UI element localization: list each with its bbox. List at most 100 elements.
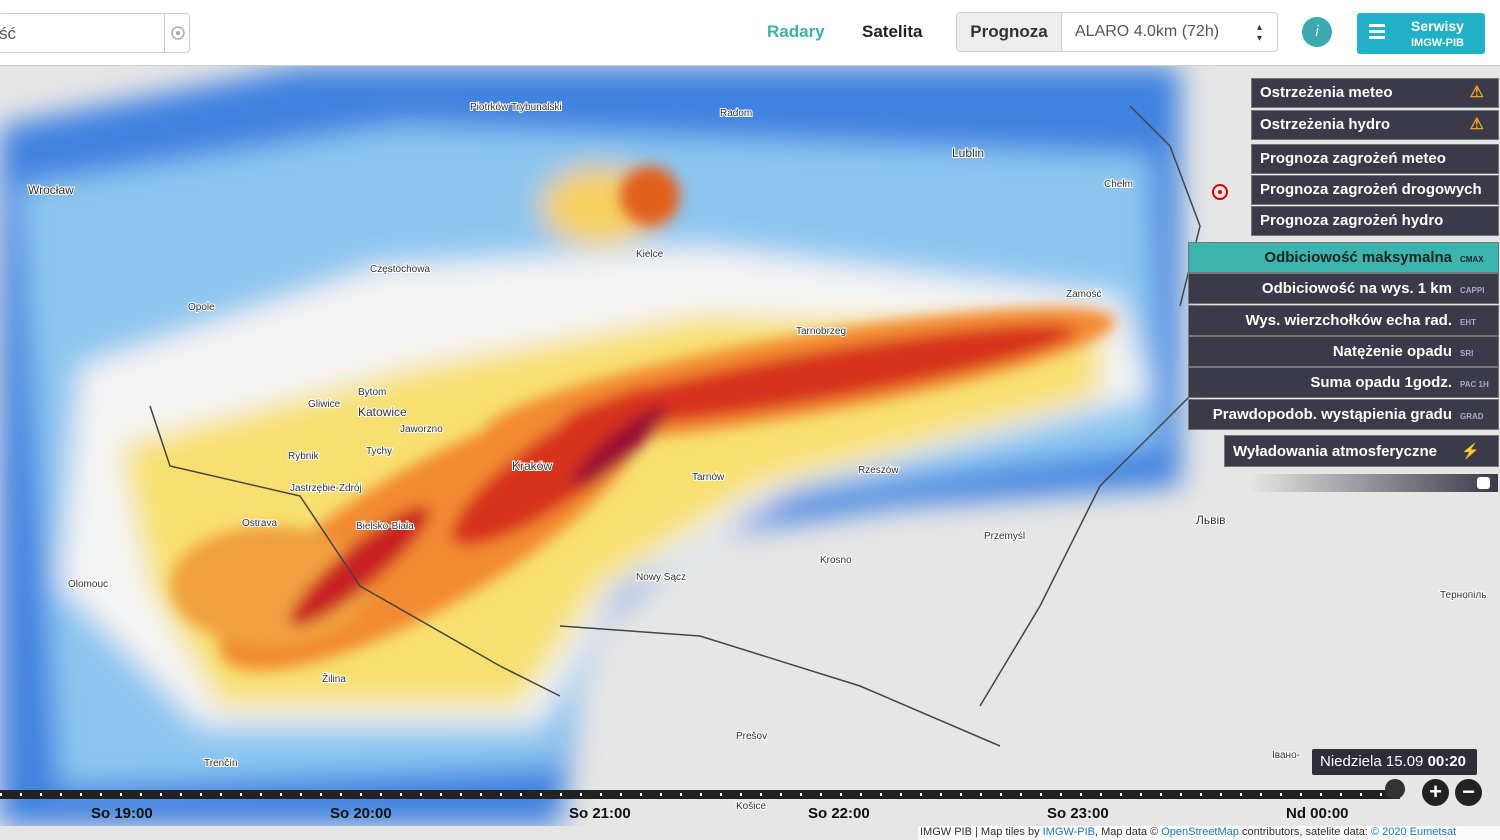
map-label: Chełm	[1104, 179, 1133, 190]
layer-code: CMAX	[1460, 255, 1484, 264]
timeline-label[interactable]: So 19:00	[91, 805, 153, 822]
layer-item[interactable]: Suma opadu 1godz. PAC 1H	[1188, 367, 1499, 399]
map-label: Jastrzębie-Zdrój	[290, 483, 362, 494]
timeline-label[interactable]: So 20:00	[330, 805, 392, 822]
attr-text: , Map data ©	[1095, 826, 1159, 838]
layer-name: Odbiciowość maksymalna	[1264, 249, 1452, 266]
map-label: Rybnik	[288, 451, 320, 462]
warning-menu-item[interactable]: Prognoza zagrożeń meteo	[1251, 144, 1499, 174]
layer-code: PAC 1H	[1460, 380, 1489, 390]
services-subtitle: IMGW-PIB	[1411, 37, 1464, 49]
warning-menu-label: Prognoza zagrożeń drogowych	[1260, 181, 1482, 198]
map-label: Częstochowa	[370, 264, 430, 275]
layer-item[interactable]: Prawdopodob. wystąpienia gradu GRAD	[1188, 398, 1499, 430]
map-label: Zamość	[1066, 289, 1102, 300]
layer-code: CAPPI	[1460, 286, 1485, 296]
current-time-box: Niedziela 15.09 00:20	[1312, 749, 1477, 775]
map-label: Nowy Sącz	[636, 572, 686, 583]
layer-item[interactable]: Odbiciowość na wys. 1 km CAPPI	[1188, 273, 1499, 305]
model-select[interactable]: ALARO 4.0km (72h)	[1075, 23, 1220, 40]
map-label: Bielsko-Biała	[356, 521, 414, 532]
warning-menu-label: Ostrzeżenia meteo	[1260, 84, 1393, 101]
layer-code: GRAD	[1460, 411, 1484, 421]
map-label: Žilina	[322, 672, 346, 685]
map-label: Jaworzno	[400, 424, 443, 435]
map-label: Piotrków Trybunalski	[470, 102, 562, 113]
opacity-slider[interactable]	[1250, 474, 1498, 492]
map-label: Katowice	[358, 405, 407, 419]
warning-menu-item[interactable]: Ostrzeżenia meteo ⚠	[1251, 78, 1499, 108]
map-label: Bytom	[358, 387, 386, 398]
warning-icon: ⚠	[1469, 84, 1484, 101]
search-input[interactable]: ść	[0, 13, 190, 53]
warning-menu-label: Ostrzeżenia hydro	[1260, 116, 1391, 133]
timeline-knob[interactable]	[1385, 779, 1405, 799]
layer-name: Prawdopodob. wystąpienia gradu	[1212, 405, 1452, 423]
attr-link[interactable]: IMGW-PIB	[1042, 826, 1096, 838]
warning-menu-label: Prognoza zagrożeń meteo	[1260, 150, 1446, 167]
timeline-label[interactable]: So 23:00	[1047, 805, 1109, 822]
attr-text: IMGW PIB | Map tiles by	[920, 826, 1040, 838]
lightning-label: Wyładowania atmosferyczne	[1233, 443, 1437, 460]
zoom-in[interactable]: +	[1422, 779, 1449, 806]
map-label: Krosno	[820, 555, 852, 566]
layer-item[interactable]: Wys. wierzchołków echa rad. EHT	[1188, 304, 1499, 336]
timeline-label[interactable]: So 21:00	[569, 805, 631, 822]
map-label: Tarnów	[692, 472, 725, 483]
map-label: Львів	[1196, 513, 1226, 527]
map-label: Opole	[188, 302, 215, 313]
layer-name: Suma opadu 1godz.	[1310, 374, 1452, 392]
tab-satelita[interactable]: Satelita	[862, 22, 923, 41]
services-button[interactable]: Serwisy IMGW-PIB	[1357, 13, 1485, 54]
layer-item[interactable]: Natężenie opadu SRI	[1188, 335, 1499, 367]
zoom-out[interactable]: −	[1455, 779, 1482, 806]
layer-name: Wys. wierzchołków echa rad.	[1245, 311, 1452, 329]
warning-menu-item[interactable]: Ostrzeżenia hydro ⚠	[1251, 110, 1499, 140]
map-label: Olomouc	[68, 579, 108, 590]
timeline-label[interactable]: Nd 00:00	[1286, 805, 1349, 822]
forecast-group: Prognoza ALARO 4.0km (72h) ▴ ▾	[956, 12, 1278, 52]
layer-name: Odbiciowość na wys. 1 km	[1261, 280, 1452, 298]
timeline-label[interactable]: So 22:00	[808, 805, 870, 822]
warning-icon: ⚠	[1469, 116, 1484, 133]
map-label: Lublin	[952, 146, 984, 160]
warning-menu-item[interactable]: Prognoza zagrożeń drogowych	[1251, 175, 1499, 205]
map-label: Тернопіль	[1440, 590, 1486, 601]
layer-name: Natężenie opadu	[1332, 342, 1452, 360]
warning-menu-item[interactable]: Prognoza zagrożeń hydro	[1251, 206, 1499, 236]
map-label: Gliwice	[308, 399, 341, 410]
layer-item[interactable]: Odbiciowość maksymalna CMAX	[1188, 242, 1499, 273]
tab-radary[interactable]: Radary	[767, 22, 825, 41]
attribution: IMGW PIB | Map tiles by IMGW-PIB, Map da…	[918, 826, 1500, 840]
attr-link[interactable]: © 2020 Eumetsat	[1370, 826, 1457, 838]
attr-link[interactable]: OpenStreetMap	[1161, 826, 1239, 838]
map-label: Rzeszów	[858, 465, 899, 476]
map-label: Prešov	[736, 731, 767, 742]
map-label: Radom	[720, 108, 752, 119]
warning-menu-label: Prognoza zagrożeń hydro	[1260, 212, 1444, 229]
map-label: Kraków	[512, 459, 552, 473]
timeline-bar	[0, 790, 1400, 799]
lightning-icon: ⚡	[1461, 443, 1480, 460]
attr-text: contributors, satelite data:	[1241, 826, 1368, 838]
layer-code: EHT	[1460, 317, 1476, 327]
map-label: Košice	[736, 801, 766, 812]
radar-map: Wrocław Opole Częstochowa Katowice Bytom…	[0, 66, 1500, 826]
map-label: Wrocław	[28, 183, 74, 197]
select-arrow: ▴ ▾	[1257, 22, 1263, 44]
map-label: Przemyśl	[984, 531, 1025, 542]
layer-code: SRI	[1460, 348, 1474, 358]
map-label: Івано-	[1272, 750, 1300, 761]
lightning-item[interactable]: Wyładowania atmosferyczne ⚡	[1224, 435, 1499, 467]
header: ść Radary Satelita Prognoza ALARO 4.0km …	[0, 0, 1500, 66]
current-day: Niedziela 15.09	[1320, 753, 1424, 770]
hamburger-icon	[1369, 24, 1385, 39]
map-label: Tychy	[366, 446, 392, 457]
info-button[interactable]: i	[1302, 17, 1332, 47]
services-title: Serwisy	[1411, 18, 1464, 34]
map-label: Kielce	[636, 249, 664, 260]
opacity-handle	[1477, 477, 1490, 489]
map-label: Trenčín	[204, 758, 238, 769]
locate-button[interactable]	[164, 13, 191, 53]
